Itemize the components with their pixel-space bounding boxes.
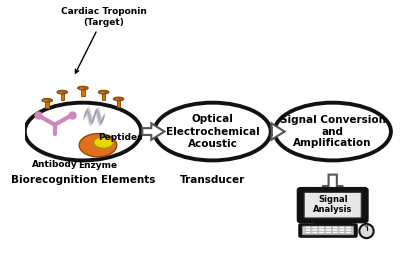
FancyBboxPatch shape: [346, 231, 352, 233]
Polygon shape: [142, 123, 164, 140]
Text: Transducer: Transducer: [180, 175, 245, 185]
Ellipse shape: [42, 98, 53, 102]
Ellipse shape: [77, 86, 88, 90]
Ellipse shape: [59, 92, 63, 93]
Polygon shape: [322, 175, 343, 194]
Text: Enzyme: Enzyme: [78, 161, 117, 170]
Ellipse shape: [25, 103, 141, 160]
FancyBboxPatch shape: [332, 229, 338, 231]
Text: and: and: [322, 127, 344, 136]
FancyBboxPatch shape: [339, 226, 345, 229]
Text: Antibody: Antibody: [32, 160, 78, 169]
Bar: [61, 92, 64, 100]
FancyBboxPatch shape: [319, 229, 324, 231]
Ellipse shape: [44, 100, 48, 101]
Ellipse shape: [100, 92, 104, 93]
Polygon shape: [271, 123, 285, 140]
Text: Amplification: Amplification: [294, 138, 372, 148]
FancyBboxPatch shape: [305, 226, 311, 229]
Text: Cardiac Troponin
(Target): Cardiac Troponin (Target): [61, 7, 146, 73]
FancyBboxPatch shape: [305, 229, 311, 231]
FancyBboxPatch shape: [332, 226, 338, 229]
FancyBboxPatch shape: [312, 231, 318, 233]
Ellipse shape: [57, 90, 68, 94]
FancyBboxPatch shape: [326, 231, 331, 233]
Ellipse shape: [113, 97, 124, 101]
Bar: [102, 92, 105, 100]
Ellipse shape: [79, 134, 117, 157]
Text: Signal Conversion: Signal Conversion: [280, 115, 386, 125]
FancyBboxPatch shape: [312, 226, 318, 229]
Ellipse shape: [365, 224, 368, 227]
FancyBboxPatch shape: [299, 224, 357, 237]
Ellipse shape: [94, 137, 113, 148]
FancyBboxPatch shape: [319, 226, 324, 229]
FancyBboxPatch shape: [305, 231, 311, 233]
Ellipse shape: [154, 103, 271, 160]
FancyBboxPatch shape: [302, 226, 354, 235]
Text: Electrochemical: Electrochemical: [166, 127, 259, 136]
Ellipse shape: [115, 99, 119, 100]
FancyBboxPatch shape: [312, 229, 318, 231]
FancyBboxPatch shape: [339, 229, 345, 231]
FancyBboxPatch shape: [298, 188, 368, 222]
Text: Signal
Analysis: Signal Analysis: [313, 195, 352, 214]
Bar: [117, 99, 120, 107]
Text: Biorecognition Elements: Biorecognition Elements: [11, 175, 155, 185]
FancyBboxPatch shape: [346, 226, 352, 229]
FancyBboxPatch shape: [339, 231, 345, 233]
Ellipse shape: [274, 103, 391, 160]
FancyBboxPatch shape: [332, 231, 338, 233]
FancyBboxPatch shape: [346, 229, 352, 231]
Text: Optical: Optical: [192, 114, 233, 124]
Text: Peptides: Peptides: [98, 133, 142, 142]
Ellipse shape: [98, 90, 109, 94]
FancyBboxPatch shape: [326, 226, 331, 229]
Text: Acoustic: Acoustic: [188, 139, 237, 149]
FancyBboxPatch shape: [304, 192, 361, 218]
FancyBboxPatch shape: [319, 231, 324, 233]
Ellipse shape: [79, 88, 83, 89]
Ellipse shape: [359, 224, 374, 238]
Bar: [81, 88, 85, 96]
Bar: [45, 100, 49, 108]
FancyBboxPatch shape: [326, 229, 331, 231]
